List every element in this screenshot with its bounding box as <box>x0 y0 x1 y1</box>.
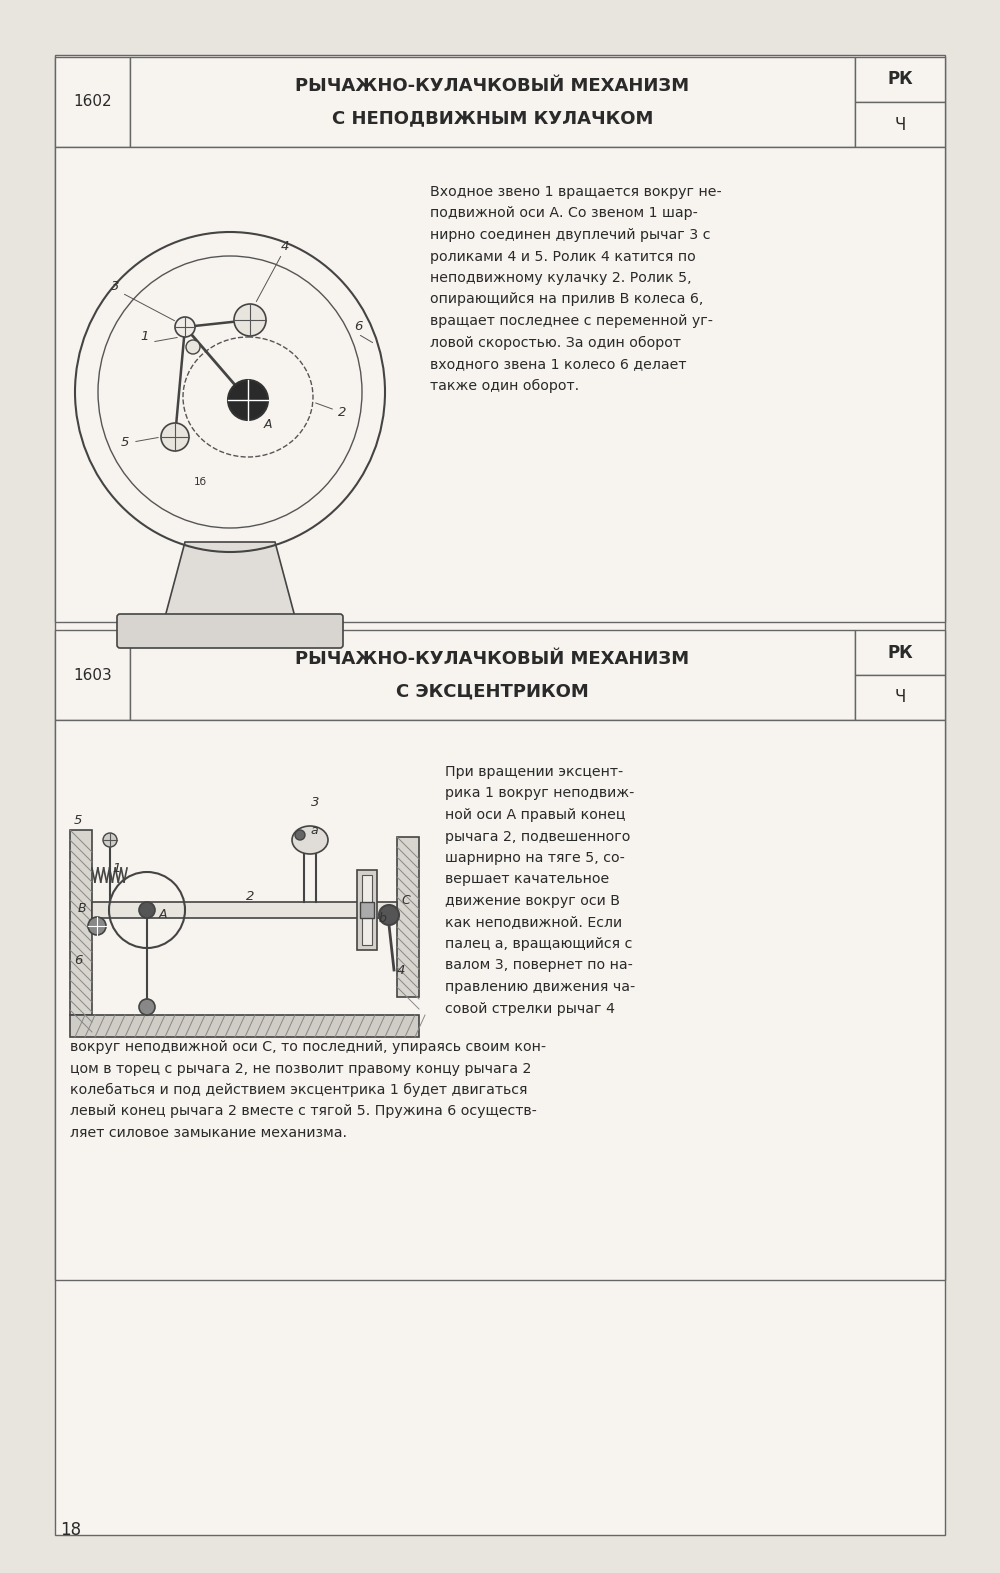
Circle shape <box>139 999 155 1015</box>
Bar <box>360 901 374 919</box>
Text: шарнирно на тяге 5, со-: шарнирно на тяге 5, со- <box>445 851 625 865</box>
Text: 2: 2 <box>246 889 254 903</box>
Text: РК: РК <box>887 71 913 88</box>
Circle shape <box>161 423 189 451</box>
Text: ной оси А правый конец: ной оси А правый конец <box>445 809 625 823</box>
Text: входного звена 1 колесо 6 делает: входного звена 1 колесо 6 делает <box>430 357 686 371</box>
Text: Ч: Ч <box>894 689 906 706</box>
Text: A: A <box>264 418 272 431</box>
Text: a: a <box>310 824 318 837</box>
Text: 6: 6 <box>354 321 362 333</box>
Text: рычага 2, подвешенного: рычага 2, подвешенного <box>445 829 630 843</box>
Text: 1603: 1603 <box>73 667 112 683</box>
Text: валом 3, повернет по на-: валом 3, повернет по на- <box>445 958 633 972</box>
Text: как неподвижной. Если: как неподвижной. Если <box>445 915 622 930</box>
Ellipse shape <box>292 826 328 854</box>
Text: РЫЧАЖНО-КУЛАЧКОВЫЙ МЕХАНИЗМ: РЫЧАЖНО-КУЛАЧКОВЫЙ МЕХАНИЗМ <box>295 77 690 94</box>
Bar <box>855 102 945 146</box>
Text: 4: 4 <box>397 964 405 977</box>
Text: 18: 18 <box>60 1521 81 1538</box>
Bar <box>397 837 419 997</box>
Text: 4: 4 <box>281 241 289 253</box>
Text: колебаться и под действием эксцентрика 1 будет двигаться: колебаться и под действием эксцентрика 1… <box>70 1082 528 1096</box>
Text: A: A <box>159 909 168 922</box>
Text: 1: 1 <box>113 862 121 875</box>
Text: При вращении эксцент-: При вращении эксцент- <box>445 764 623 779</box>
Circle shape <box>228 381 268 420</box>
Circle shape <box>139 901 155 919</box>
Text: подвижной оси А. Со звеном 1 шар-: подвижной оси А. Со звеном 1 шар- <box>430 206 698 220</box>
Text: C: C <box>401 893 410 906</box>
Text: неподвижному кулачку 2. Ролик 5,: неподвижному кулачку 2. Ролик 5, <box>430 271 692 285</box>
Polygon shape <box>165 543 295 617</box>
Text: 5: 5 <box>74 813 82 826</box>
Text: С ЭКСЦЕНТРИКОМ: С ЭКСЦЕНТРИКОМ <box>396 683 589 700</box>
Text: совой стрелки рычаг 4: совой стрелки рычаг 4 <box>445 1002 615 1016</box>
Text: 6: 6 <box>74 953 82 966</box>
Circle shape <box>175 318 195 337</box>
Bar <box>357 870 377 950</box>
Text: роликами 4 и 5. Ролик 4 катится по: роликами 4 и 5. Ролик 4 катится по <box>430 250 696 264</box>
Bar <box>855 57 945 102</box>
Bar <box>70 1015 419 1037</box>
Text: 3: 3 <box>111 280 119 294</box>
Text: РК: РК <box>887 643 913 662</box>
Text: также один оборот.: также один оборот. <box>430 379 579 393</box>
Text: опирающийся на прилив В колеса 6,: опирающийся на прилив В колеса 6, <box>430 293 703 307</box>
Circle shape <box>186 340 200 354</box>
Text: РЫЧАЖНО-КУЛАЧКОВЫЙ МЕХАНИЗМ: РЫЧАЖНО-КУЛАЧКОВЫЙ МЕХАНИЗМ <box>295 650 690 669</box>
Text: вершает качательное: вершает качательное <box>445 873 609 887</box>
Text: 1602: 1602 <box>73 94 112 110</box>
Circle shape <box>103 834 117 846</box>
Bar <box>55 631 130 720</box>
Bar <box>855 675 945 720</box>
Bar <box>55 55 945 1535</box>
Text: цом в торец с рычага 2, не позволит правому концу рычага 2: цом в торец с рычага 2, не позволит прав… <box>70 1062 531 1076</box>
Circle shape <box>295 831 305 840</box>
Bar <box>70 831 92 1015</box>
Text: 5: 5 <box>121 436 129 448</box>
Text: С НЕПОДВИЖНЫМ КУЛАЧКОМ: С НЕПОДВИЖНЫМ КУЛАЧКОМ <box>332 109 653 127</box>
Bar <box>130 57 855 146</box>
Text: 1: 1 <box>141 330 149 343</box>
Text: движение вокруг оси В: движение вокруг оси В <box>445 893 620 908</box>
Text: вокруг неподвижной оси С, то последний, упираясь своим кон-: вокруг неподвижной оси С, то последний, … <box>70 1040 546 1054</box>
Text: вращает последнее с переменной уг-: вращает последнее с переменной уг- <box>430 315 713 329</box>
Bar <box>362 875 372 945</box>
Circle shape <box>234 304 266 337</box>
Text: нирно соединен двуплечий рычаг 3 с: нирно соединен двуплечий рычаг 3 с <box>430 228 710 242</box>
Bar <box>55 57 130 146</box>
Text: ловой скоростью. За один оборот: ловой скоростью. За один оборот <box>430 335 681 349</box>
Text: ляет силовое замыкание механизма.: ляет силовое замыкание механизма. <box>70 1126 347 1140</box>
Bar <box>55 146 945 621</box>
Bar <box>92 901 397 919</box>
Text: 3: 3 <box>311 796 319 810</box>
Text: палец а, вращающийся с: палец а, вращающийся с <box>445 938 632 952</box>
Text: 2: 2 <box>338 406 346 418</box>
Bar <box>55 720 945 1280</box>
Text: левый конец рычага 2 вместе с тягой 5. Пружина 6 осуществ-: левый конец рычага 2 вместе с тягой 5. П… <box>70 1104 537 1118</box>
Text: b: b <box>379 911 387 925</box>
Circle shape <box>88 917 106 934</box>
Bar <box>855 631 945 675</box>
Text: 1б: 1б <box>194 477 207 488</box>
Text: B: B <box>78 901 86 914</box>
Circle shape <box>379 904 399 925</box>
FancyBboxPatch shape <box>117 613 343 648</box>
Text: рика 1 вокруг неподвиж-: рика 1 вокруг неподвиж- <box>445 786 634 801</box>
Text: Ч: Ч <box>894 115 906 134</box>
Text: правлению движения ча-: правлению движения ча- <box>445 980 635 994</box>
Text: Входное звено 1 вращается вокруг не-: Входное звено 1 вращается вокруг не- <box>430 186 722 200</box>
Bar <box>130 631 855 720</box>
